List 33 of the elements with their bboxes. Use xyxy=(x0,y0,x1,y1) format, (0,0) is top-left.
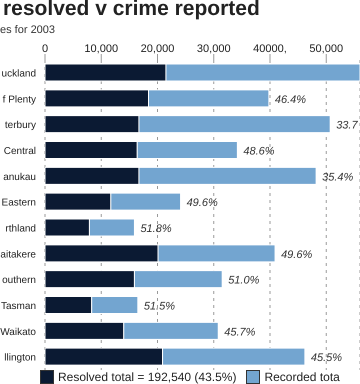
x-tick-label: 10,000 xyxy=(84,43,118,55)
y-tick-label: llington xyxy=(4,352,36,364)
legend-label: Resolved total = 192,540 (43.5%) xyxy=(57,370,236,384)
y-tick-label: rthland xyxy=(5,223,36,234)
x-tick-label: 40000, xyxy=(253,43,287,55)
annotation: 46.4% xyxy=(274,94,306,106)
y-tick-label: Tasman xyxy=(0,300,36,312)
annotation: 51.8% xyxy=(140,222,172,235)
chart-title: resolved v crime reported xyxy=(3,0,260,21)
y-tick-label: uckland xyxy=(2,68,36,80)
annotation: 51.5% xyxy=(144,300,176,312)
annotation: 49.6% xyxy=(186,197,218,210)
y-tick-label: outhern xyxy=(2,275,36,286)
annotation: 45.5% xyxy=(310,352,342,364)
x-tick-label: 0 xyxy=(42,43,48,55)
y-tick-label: f Plenty xyxy=(2,94,36,106)
x-tick-label: 30,000 xyxy=(196,43,231,55)
annotation: 48.6% xyxy=(243,145,275,158)
annotation: 49.6% xyxy=(281,248,312,261)
y-tick-label: Waikato xyxy=(0,326,36,338)
annotation: 35.4% xyxy=(322,171,354,184)
legend-label: Recorded tota xyxy=(263,370,340,384)
y-tick-label: aitakere xyxy=(0,249,36,260)
y-tick-label: terbury xyxy=(4,120,36,132)
y-tick-label: Central xyxy=(4,146,36,157)
annotation: 45.7% xyxy=(224,326,256,338)
y-tick-label: Eastern xyxy=(2,198,36,209)
y-tick-label: anukau xyxy=(3,172,36,183)
x-tick-label: 50,000 xyxy=(309,43,344,55)
chart-subtitle: es for 2003 xyxy=(0,24,56,36)
annotation: 51.0% xyxy=(228,274,260,287)
annotation: 33.7 xyxy=(336,120,358,132)
x-tick-label: 20,000 xyxy=(140,43,174,55)
